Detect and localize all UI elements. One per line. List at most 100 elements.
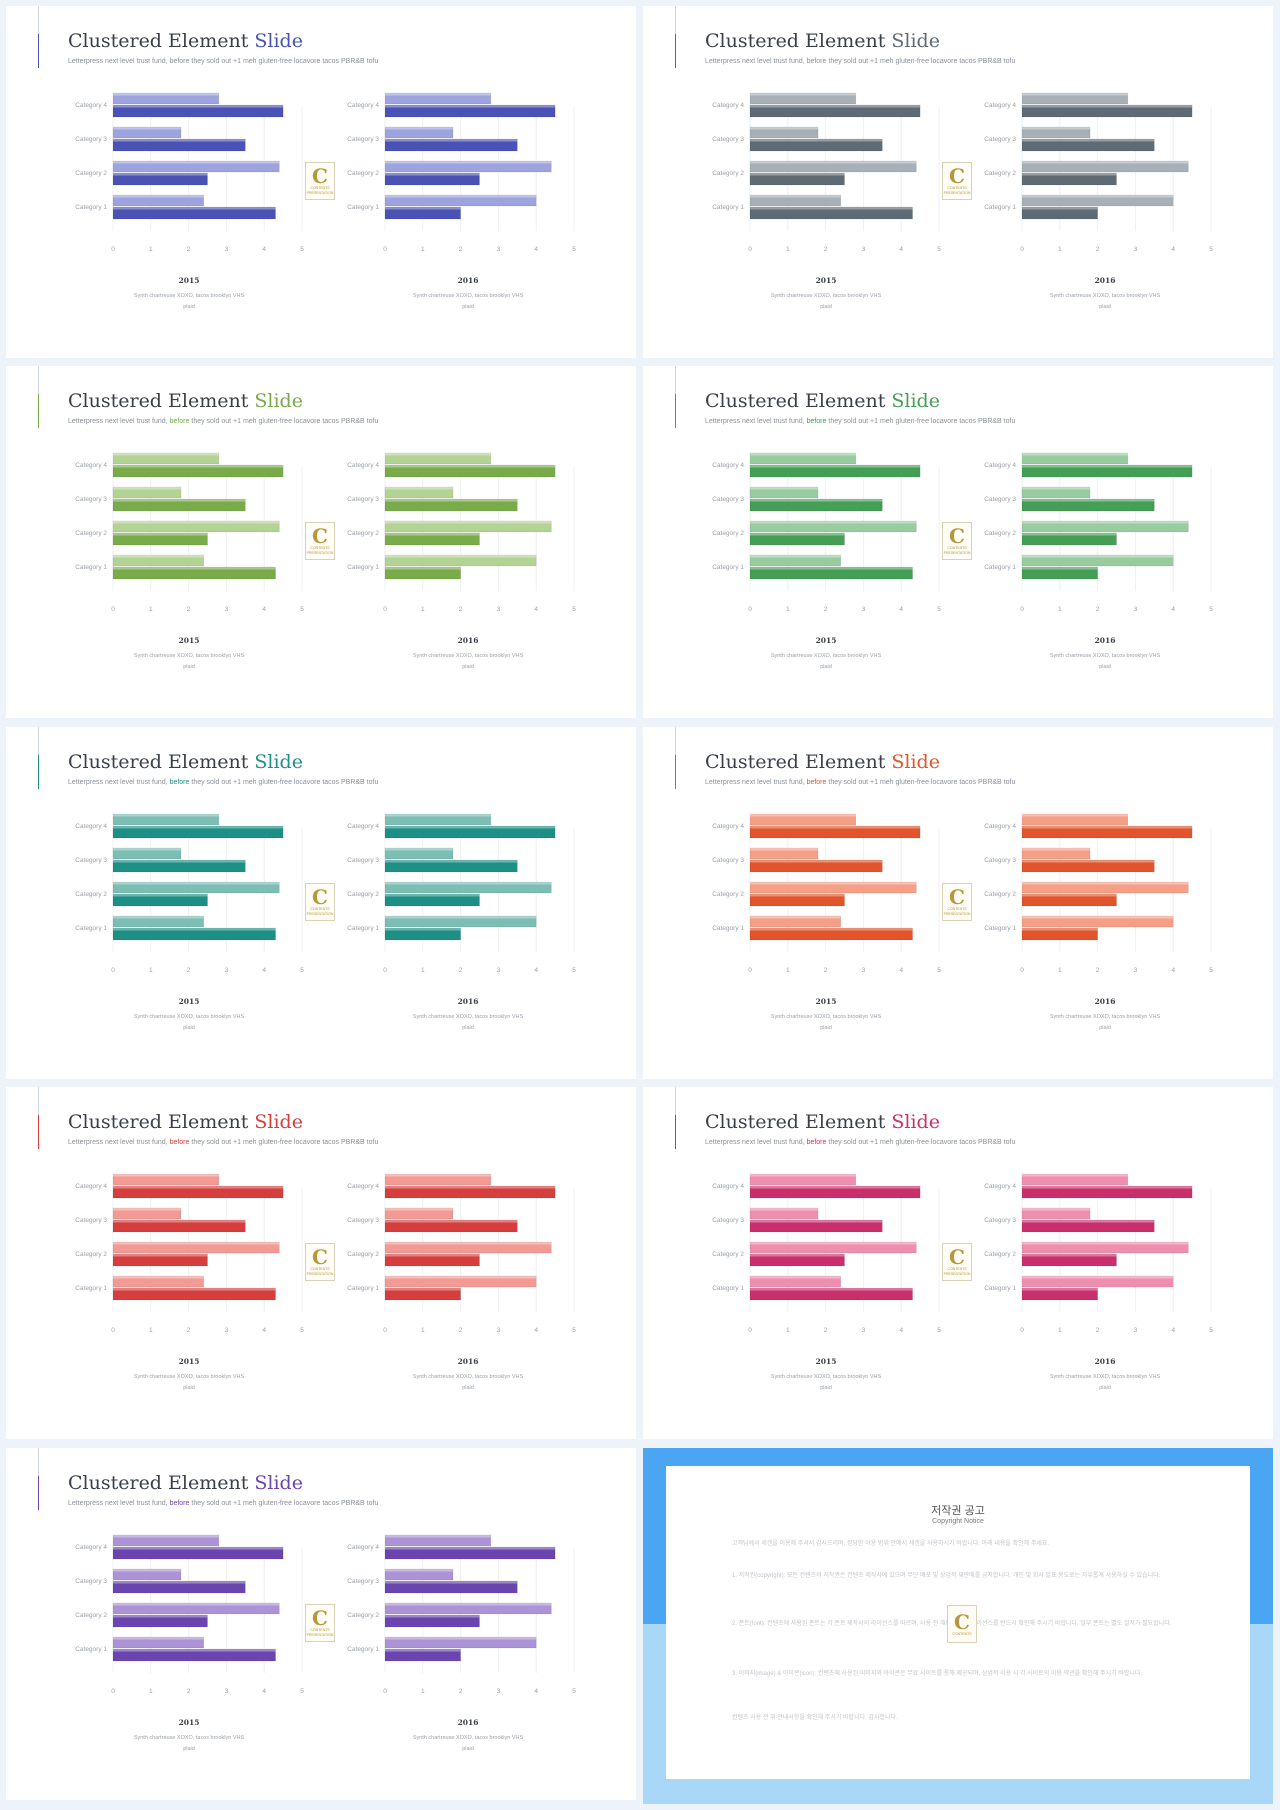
bar-series-2-category-3 xyxy=(749,138,883,152)
category-label: Category 2 xyxy=(984,891,1016,898)
bar-highlight xyxy=(1022,487,1091,490)
bar-highlight xyxy=(113,1547,284,1550)
x-tick-label: 0 xyxy=(748,1327,752,1334)
bar-highlight xyxy=(113,173,208,176)
bar-highlight xyxy=(750,1242,917,1245)
bar-highlight xyxy=(385,1581,518,1584)
subtitle-part-1: Letterpress next level trust fund, xyxy=(68,1139,168,1146)
logo-subtext: PRESENTATION xyxy=(943,912,971,916)
bar-highlight xyxy=(750,826,921,829)
x-tick-label: 0 xyxy=(111,246,115,253)
bar-series-1-category-2 xyxy=(384,881,552,894)
slide-title-main: Clustered Element xyxy=(68,1111,249,1133)
category-label: Category 1 xyxy=(347,564,379,571)
bar-highlight xyxy=(385,173,480,176)
x-tick-label: 3 xyxy=(225,1327,229,1334)
chart-caption-line2: plaid xyxy=(820,304,832,310)
chart-caption-line1: Synth chartreuse XOXO, tacos brooklyn VH… xyxy=(134,293,245,299)
bar-highlight xyxy=(1022,93,1128,96)
slide-subtitle: Letterpress next level trust fund, befor… xyxy=(68,1139,378,1146)
bar-series-2-category-1 xyxy=(112,927,276,941)
bar-highlight xyxy=(113,1615,208,1618)
bar-series-1-category-3 xyxy=(112,847,182,860)
logo-subtext: PRESENTATION xyxy=(943,1272,971,1276)
logo-letter: C xyxy=(949,164,965,188)
bar-highlight xyxy=(750,1220,883,1223)
category-label: Category 3 xyxy=(984,857,1016,864)
chart-1: 0 1 2 3 4 5 Category 1 Category 2 Category 3 Cate… xyxy=(712,1173,941,1391)
x-tick-label: 1 xyxy=(421,606,425,613)
category-label: Category 1 xyxy=(984,925,1016,932)
chart-caption-line1: Synth chartreuse XOXO, tacos brooklyn VH… xyxy=(1050,293,1161,299)
bar-highlight xyxy=(385,1547,556,1550)
bar-highlight xyxy=(1022,207,1098,210)
title-accent-line xyxy=(675,1087,676,1149)
bar-highlight xyxy=(113,882,280,885)
bar-highlight xyxy=(1022,465,1193,468)
x-tick-label: 0 xyxy=(383,246,387,253)
logo: C CONTENTS PRESENTATION xyxy=(305,883,335,921)
title-accent-line xyxy=(38,1448,39,1510)
bar-series-1-category-4 xyxy=(112,452,220,465)
bar-series-1-category-2 xyxy=(112,1241,280,1254)
x-tick-label: 2 xyxy=(459,606,463,613)
chart-1: 0 1 2 3 4 5 Category 1 Category 2 Category 3 Cate… xyxy=(712,452,941,670)
x-tick-label: 4 xyxy=(534,1688,538,1695)
bar-series-1-category-1 xyxy=(384,915,537,928)
category-label: Category 4 xyxy=(984,1183,1016,1190)
bar-series-1-category-3 xyxy=(749,847,819,860)
bar-highlight xyxy=(113,1276,204,1279)
logo-subtext: PRESENTATION xyxy=(306,191,334,195)
slide-title: Clustered Element Slide xyxy=(705,1111,940,1133)
subtitle-part-2: they sold out +1 meh gluten-free locavor… xyxy=(828,1139,1016,1146)
accent-line-top xyxy=(675,727,676,755)
chart-year-title: 2015 xyxy=(179,1357,200,1366)
accent-line-bottom xyxy=(675,34,676,68)
accent-line-top xyxy=(38,1087,39,1115)
clustered-bar-charts: 0 1 2 3 4 5 Category 1 Category 2 Category 3 Cate… xyxy=(712,813,1213,1031)
x-tick-label: 1 xyxy=(786,246,790,253)
slide-title-main: Clustered Element xyxy=(68,751,249,773)
title-accent-line xyxy=(675,6,676,68)
bar-highlight xyxy=(385,1254,480,1257)
x-tick-label: 4 xyxy=(899,967,903,974)
bar-highlight xyxy=(1022,567,1098,570)
slide-title-main: Clustered Element xyxy=(705,390,886,412)
bar-series-1-category-3 xyxy=(384,847,454,860)
clustered-bar-charts: 0 1 2 3 4 5 Category 1 Category 2 Category 3 Cate… xyxy=(75,92,576,310)
bar-series-2-category-4 xyxy=(384,825,556,839)
bar-series-1-category-1 xyxy=(112,554,205,567)
subtitle-part-2: they sold out +1 meh gluten-free locavor… xyxy=(828,779,1016,786)
x-tick-label: 5 xyxy=(572,1327,576,1334)
chart-2: 0 1 2 3 4 5 Category 1 Category 2 Category 3 Cate… xyxy=(984,92,1213,310)
bar-series-2-category-2 xyxy=(384,532,480,546)
bar-series-1-category-1 xyxy=(1021,1275,1174,1288)
bar-highlight xyxy=(113,1535,219,1538)
x-tick-label: 5 xyxy=(300,1327,304,1334)
logo: C CONTENTS PRESENTATION xyxy=(305,162,335,200)
bar-highlight xyxy=(750,487,819,490)
bar-highlight xyxy=(113,127,182,130)
logo-letter: C xyxy=(312,524,328,548)
bar-series-1-category-2 xyxy=(1021,160,1189,173)
bar-highlight xyxy=(113,894,208,897)
bar-highlight xyxy=(113,533,208,536)
x-tick-label: 4 xyxy=(534,1327,538,1334)
bar-series-2-category-3 xyxy=(384,1580,518,1594)
chart-caption-line2: plaid xyxy=(820,1385,832,1391)
bar-highlight xyxy=(385,1174,491,1177)
chart-caption-line1: Synth chartreuse XOXO, tacos brooklyn VH… xyxy=(413,1374,524,1380)
bar-highlight xyxy=(1022,533,1117,536)
logo-subtext: PRESENTATION xyxy=(306,551,334,555)
chart-caption-line2: plaid xyxy=(1099,1025,1111,1031)
bar-highlight xyxy=(113,1242,280,1245)
chart-year-title: 2016 xyxy=(458,1718,479,1727)
slide-subtitle: Letterpress next level trust fund, befor… xyxy=(68,1500,378,1507)
category-label: Category 3 xyxy=(347,1578,379,1585)
bar-series-1-category-3 xyxy=(112,1568,182,1581)
category-label: Category 4 xyxy=(347,823,379,830)
chart-2: 0 1 2 3 4 5 Category 1 Category 2 Category 3 Cate… xyxy=(347,1534,576,1752)
chart-caption-line1: Synth chartreuse XOXO, tacos brooklyn VH… xyxy=(1050,1014,1161,1020)
chart-caption-line2: plaid xyxy=(1099,304,1111,310)
accent-line-bottom xyxy=(675,394,676,428)
